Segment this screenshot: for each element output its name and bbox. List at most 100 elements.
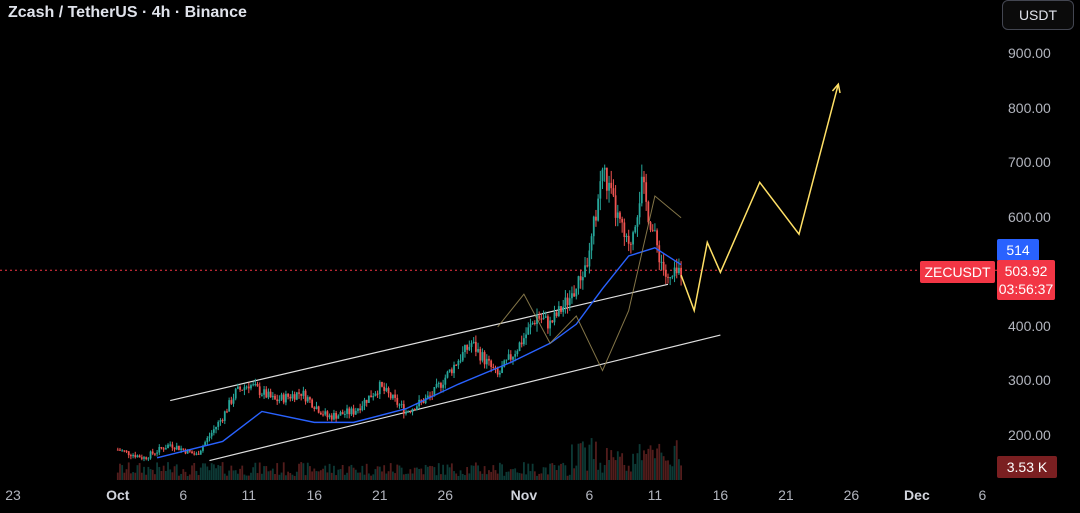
candle-body: [603, 167, 606, 170]
volume-bar: [367, 473, 370, 480]
time-tick-label: 11: [647, 487, 663, 503]
volume-bar: [656, 448, 658, 480]
volume-bar: [193, 462, 196, 480]
volume-bar: [361, 465, 364, 480]
candle-body: [575, 288, 578, 297]
volume-bar: [603, 465, 606, 480]
candle-body: [232, 398, 235, 404]
candle-body: [138, 455, 141, 458]
volume-bar: [158, 467, 161, 480]
candle-body: [330, 415, 333, 420]
volume-bar: [138, 463, 141, 480]
volume-bar: [488, 470, 490, 480]
volume-bar: [350, 464, 353, 480]
volume-bar: [435, 475, 438, 480]
candle-body: [595, 216, 597, 221]
time-tick-label: 21: [372, 487, 388, 503]
candle-body: [370, 395, 372, 398]
candle-body: [407, 411, 410, 413]
candle-body: [483, 352, 486, 365]
volume-bar: [588, 444, 591, 480]
candle-body: [134, 454, 137, 458]
volume-bar: [278, 474, 281, 480]
candle-body: [512, 356, 514, 360]
candle-body: [562, 306, 565, 312]
candle-body: [274, 395, 276, 400]
volume-bar: [562, 462, 565, 480]
time-tick-label: 16: [306, 487, 323, 503]
volume-bar: [376, 466, 379, 480]
candle-body: [309, 397, 311, 400]
volume-bar: [608, 459, 610, 480]
volume-bar: [381, 471, 383, 480]
volume-bar: [210, 463, 213, 480]
volume-bar: [143, 466, 145, 480]
candle-body: [529, 324, 532, 328]
candle-body: [234, 388, 237, 399]
candle-body: [315, 406, 318, 409]
candle-body: [256, 384, 259, 387]
volume-bar: [147, 466, 150, 480]
candle-body: [372, 395, 375, 398]
ma-value-badge: 514: [997, 239, 1039, 261]
candle-body: [592, 216, 595, 237]
candle-body: [151, 451, 154, 454]
volume-bar: [621, 453, 624, 480]
projection-layer: [497, 82, 841, 372]
candle-body: [479, 349, 482, 361]
volume-bar: [271, 468, 274, 480]
time-tick-label: 11: [241, 487, 257, 503]
volume-bar: [636, 453, 639, 480]
price-tick-label: 700.00: [1008, 154, 1051, 171]
candle-body: [621, 218, 624, 223]
candle-body: [381, 381, 383, 387]
volume-bar: [405, 473, 407, 480]
candle-body: [678, 267, 680, 274]
currency-button[interactable]: USDT: [1002, 0, 1074, 30]
volume-bar: [494, 470, 497, 480]
volume-bar: [429, 465, 431, 480]
candle-body: [119, 449, 121, 451]
candle-body: [167, 444, 169, 449]
volume-bar: [468, 473, 471, 480]
candle-body: [616, 212, 619, 218]
volume-bar: [228, 470, 231, 480]
volume-bar: [206, 466, 209, 480]
candle-body: [258, 386, 261, 395]
volume-bar: [555, 470, 558, 480]
candle-body: [619, 212, 621, 219]
candle-body: [488, 358, 490, 361]
volume-bar: [309, 466, 311, 480]
volume-bar: [610, 450, 613, 480]
volume-bar: [178, 475, 180, 480]
candle-body: [492, 366, 495, 369]
volume-bar: [300, 462, 303, 480]
candle-body: [485, 358, 488, 365]
volume-bar: [507, 471, 510, 480]
volume-bar: [579, 443, 582, 480]
candle-body: [547, 316, 549, 329]
candle-body: [326, 411, 329, 418]
candle-body: [411, 408, 414, 413]
volume-bar: [538, 473, 541, 480]
volume-bar: [289, 472, 292, 480]
volume-bar: [241, 465, 244, 480]
candle-body: [525, 334, 527, 339]
volume-bar: [136, 465, 139, 480]
volume-bar: [442, 464, 445, 480]
volume-bar: [581, 441, 584, 480]
candle-body: [367, 395, 370, 403]
candle-body: [601, 169, 604, 182]
volume-bar: [291, 474, 294, 480]
price-tick-label: 600.00: [1008, 208, 1051, 225]
candle-body: [271, 395, 274, 398]
volume-bar: [470, 465, 473, 480]
candle-body: [531, 322, 534, 325]
volume-bar: [359, 472, 362, 480]
candle-body: [612, 188, 615, 196]
volume-bar: [453, 471, 455, 480]
volume-bar: [256, 473, 259, 480]
candle-body: [577, 276, 580, 289]
candle-body: [156, 452, 158, 454]
